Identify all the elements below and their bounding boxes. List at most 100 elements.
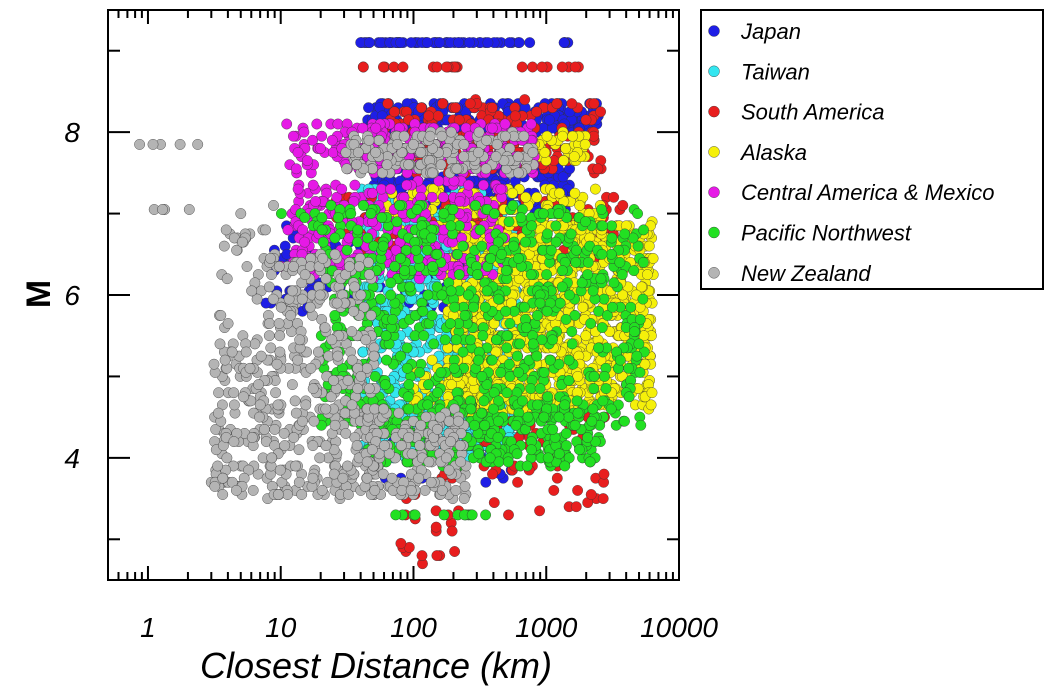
point-pacific-northwest xyxy=(466,509,478,521)
point-pacific-northwest xyxy=(629,326,640,337)
point-pacific-northwest xyxy=(329,232,341,244)
point-pacific-northwest xyxy=(556,281,568,293)
point-pacific-northwest xyxy=(445,220,457,232)
point-pacific-northwest xyxy=(422,289,434,301)
point-pacific-northwest xyxy=(526,444,537,456)
point-south-america xyxy=(464,98,476,110)
point-south-america xyxy=(437,98,449,110)
point-new-zealand xyxy=(254,399,266,411)
point-pacific-northwest xyxy=(362,232,374,244)
point-central-america-mexico xyxy=(525,118,537,130)
point-pacific-northwest xyxy=(341,244,353,256)
point-new-zealand xyxy=(271,358,283,370)
point-pacific-northwest xyxy=(534,297,546,309)
point-pacific-northwest xyxy=(487,403,499,415)
point-pacific-northwest xyxy=(352,224,364,236)
point-new-zealand xyxy=(342,375,354,386)
point-pacific-northwest xyxy=(547,423,559,435)
point-japan xyxy=(513,37,525,48)
point-south-america xyxy=(536,61,548,73)
point-south-america xyxy=(531,106,542,118)
point-south-america xyxy=(416,550,428,561)
point-pacific-northwest xyxy=(465,403,477,415)
point-pacific-northwest xyxy=(479,419,491,431)
point-new-zealand xyxy=(157,204,168,215)
point-new-zealand xyxy=(352,383,364,394)
point-pacific-northwest xyxy=(403,403,415,415)
point-new-zealand xyxy=(328,375,339,386)
point-alaska xyxy=(643,240,655,252)
point-pacific-northwest xyxy=(623,362,635,374)
point-south-america xyxy=(440,61,452,73)
point-pacific-northwest xyxy=(541,269,552,280)
point-new-zealand xyxy=(221,452,233,464)
point-alaska xyxy=(646,387,658,399)
point-pacific-northwest xyxy=(616,269,628,280)
point-pacific-northwest xyxy=(403,379,415,390)
point-pacific-northwest xyxy=(492,432,504,443)
point-pacific-northwest xyxy=(606,232,618,244)
point-alaska xyxy=(507,187,518,199)
point-pacific-northwest xyxy=(597,395,609,407)
point-new-zealand xyxy=(255,350,267,362)
point-pacific-northwest xyxy=(476,370,488,382)
point-pacific-northwest xyxy=(572,407,584,419)
point-new-zealand xyxy=(319,322,331,333)
point-pacific-northwest xyxy=(554,297,566,309)
point-pacific-northwest xyxy=(478,395,490,407)
point-pacific-northwest xyxy=(538,411,550,423)
point-pacific-northwest xyxy=(481,285,493,297)
point-pacific-northwest xyxy=(513,366,524,378)
point-new-zealand xyxy=(274,346,286,358)
point-pacific-northwest xyxy=(377,240,389,252)
point-pacific-northwest xyxy=(542,391,554,403)
point-alaska xyxy=(558,155,569,167)
point-central-america-mexico xyxy=(326,134,338,146)
point-pacific-northwest xyxy=(432,387,443,399)
point-pacific-northwest xyxy=(571,395,583,407)
point-new-zealand xyxy=(289,395,301,407)
point-south-america xyxy=(572,484,583,496)
point-pacific-northwest xyxy=(588,370,600,382)
point-central-america-mexico xyxy=(314,142,326,154)
point-pacific-northwest xyxy=(519,301,530,313)
point-central-america-mexico xyxy=(307,179,319,191)
point-pacific-northwest xyxy=(569,419,581,431)
point-central-america-mexico xyxy=(370,122,382,134)
point-pacific-northwest xyxy=(391,216,403,228)
point-pacific-northwest xyxy=(409,509,421,521)
point-pacific-northwest xyxy=(428,338,440,350)
point-central-america-mexico xyxy=(454,195,466,207)
point-japan xyxy=(364,37,375,48)
point-new-zealand xyxy=(368,350,380,362)
point-south-america xyxy=(595,106,606,118)
point-pacific-northwest xyxy=(422,379,434,390)
point-pacific-northwest xyxy=(465,334,476,346)
point-pacific-northwest xyxy=(595,273,607,285)
point-central-america-mexico xyxy=(282,224,294,236)
point-pacific-northwest xyxy=(541,305,553,317)
point-central-america-mexico xyxy=(463,179,474,191)
point-pacific-northwest xyxy=(491,334,502,346)
point-pacific-northwest xyxy=(418,330,430,342)
point-new-zealand xyxy=(217,472,229,484)
point-alaska xyxy=(557,130,568,142)
point-central-america-mexico xyxy=(438,191,449,203)
point-pacific-northwest xyxy=(596,322,608,333)
point-pacific-northwest xyxy=(401,362,413,374)
point-south-america xyxy=(488,497,500,508)
point-pacific-northwest xyxy=(563,354,575,366)
point-alaska xyxy=(426,354,438,366)
point-pacific-northwest xyxy=(628,265,640,276)
point-new-zealand xyxy=(147,138,159,150)
point-new-zealand xyxy=(307,472,319,484)
point-new-zealand xyxy=(272,399,284,411)
point-pacific-northwest xyxy=(448,362,460,374)
point-pacific-northwest xyxy=(580,216,591,228)
point-pacific-northwest xyxy=(385,277,397,289)
point-south-america xyxy=(357,61,369,73)
point-pacific-northwest xyxy=(511,448,523,460)
point-new-zealand xyxy=(212,460,224,472)
point-new-zealand xyxy=(253,379,264,390)
